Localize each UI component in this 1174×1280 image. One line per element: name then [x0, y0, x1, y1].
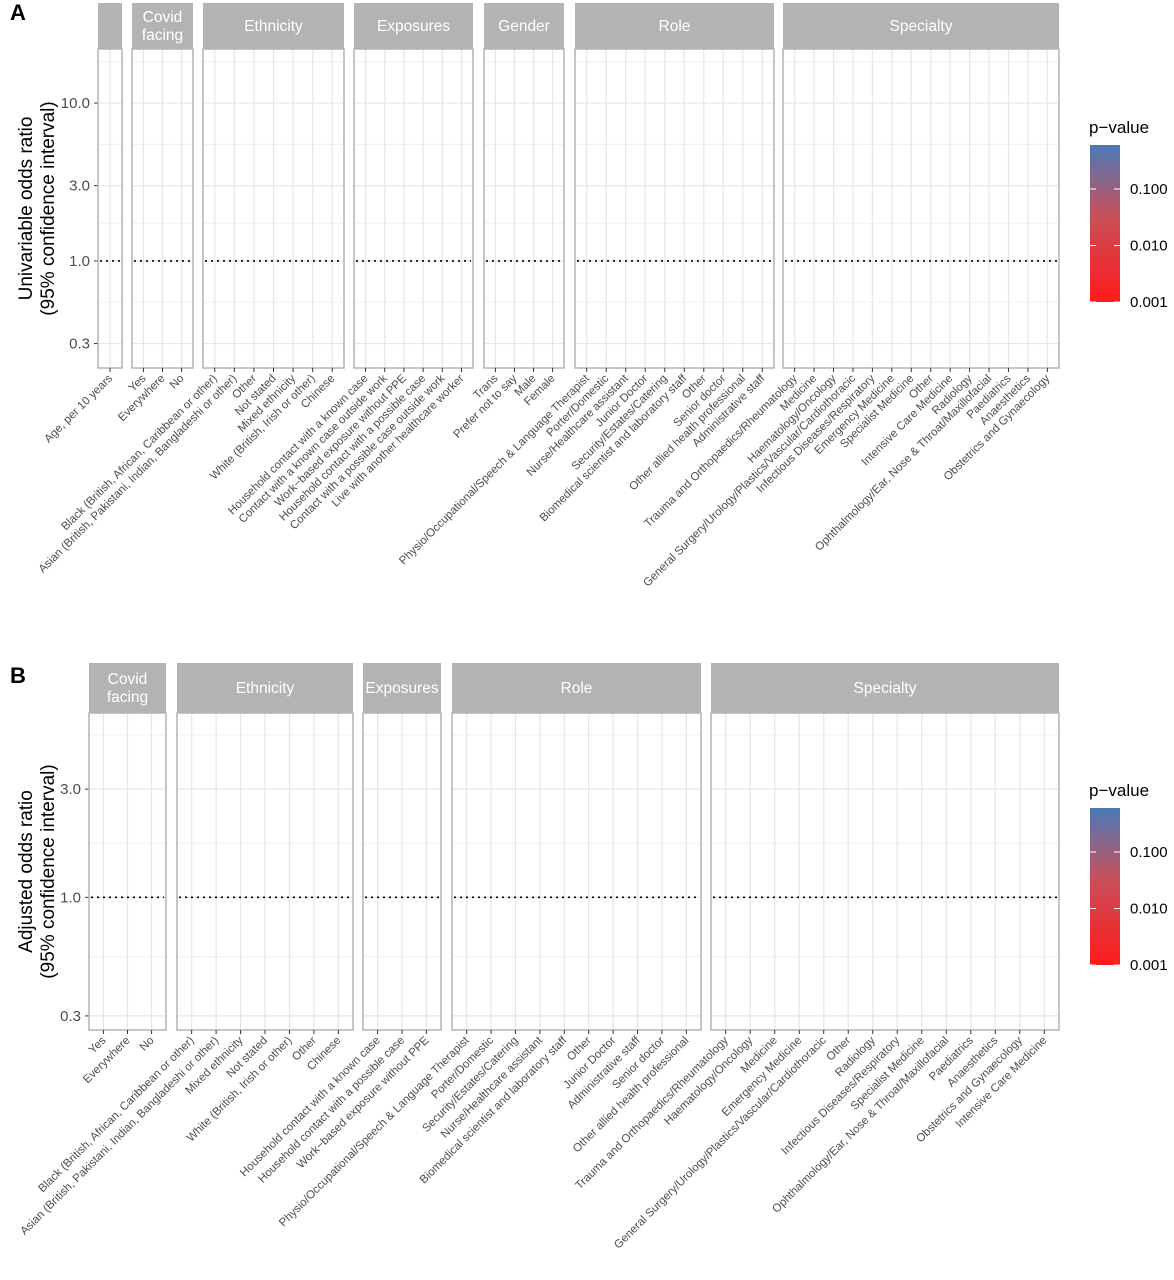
y-axis-title-line: (95% confidence interval) — [38, 764, 59, 978]
y-axis-title-line: Adjusted odds ratio — [16, 790, 37, 953]
facet-border — [483, 48, 565, 369]
y-axis-title: Univariable odds ratio(95% confidence in… — [16, 101, 59, 315]
x-tick-label: No — [168, 373, 187, 392]
y-tick-label: 0.3 — [69, 336, 90, 353]
facet-strip — [452, 663, 701, 713]
facet-strip-label: Gender — [498, 18, 550, 35]
facet-strip-label-line: Gender — [498, 18, 550, 35]
facet-strip-label-line: facing — [142, 27, 183, 44]
facet-strip-label: Covid facing — [107, 671, 148, 706]
y-tick-label: 10.0 — [61, 95, 90, 112]
facet-strip-label: Exposures — [377, 18, 450, 35]
facet-strip-label-line: Specialty — [890, 18, 953, 35]
facet-strip — [575, 3, 774, 49]
facet-strip-label-line: Role — [659, 18, 691, 35]
facet-strip — [783, 3, 1059, 49]
y-tick-label: 3.0 — [69, 178, 90, 195]
facet-plot-area — [575, 49, 774, 368]
facet-strip-label: Role — [561, 680, 593, 697]
facet-border — [451, 712, 702, 1031]
facet-strip — [132, 3, 193, 49]
facet-strip — [177, 663, 353, 713]
facet-strip-label: Ethnicity — [236, 680, 295, 697]
facet-border — [710, 712, 1060, 1031]
x-tick-label: Security/Estates/Catering — [420, 1035, 520, 1135]
facet-plot-area — [484, 49, 564, 368]
pvalue-legend: p−value 0.100 0.010 0.001 — [1089, 781, 1168, 974]
facet-plot-area — [452, 713, 701, 1030]
facet-strip — [363, 663, 441, 713]
panel-label: A — [10, 0, 26, 25]
legend-title: p−value — [1089, 781, 1149, 800]
legend-tick-label: 0.100 — [1130, 844, 1168, 861]
facet-strip-label-line: Ethnicity — [236, 680, 295, 697]
facet-strip-label: Ethnicity — [244, 18, 303, 35]
facet-strip — [711, 663, 1059, 713]
pvalue-legend: p−value 0.100 0.010 0.001 — [1089, 118, 1168, 311]
facet-strip-label-line: Specialty — [854, 680, 917, 697]
panel-label: B — [10, 663, 26, 688]
facet-strip — [98, 3, 122, 49]
x-tick-label: Age, per 10 years — [42, 372, 115, 445]
facet-strip — [89, 663, 166, 713]
panel-a: A Univariable odds ratio(95% confidence i… — [10, 0, 1168, 589]
facet-border — [353, 48, 474, 369]
facet-strip-label-line: Role — [561, 680, 593, 697]
legend-tick-label: 0.001 — [1130, 957, 1168, 974]
facet-strip-label-line: Exposures — [365, 680, 438, 697]
facet-plot-area — [711, 713, 1059, 1030]
y-tick-label: 3.0 — [60, 781, 81, 798]
legend-tick-label: 0.010 — [1130, 900, 1168, 917]
facet-plot-area — [354, 49, 473, 368]
legend-colorbar — [1090, 808, 1120, 965]
y-axis-title-line: (95% confidence interval) — [38, 101, 59, 315]
legend-colorbar — [1090, 145, 1120, 302]
facet-strip — [484, 3, 564, 49]
y-tick-label: 1.0 — [60, 889, 81, 906]
legend-tick-label: 0.001 — [1130, 294, 1168, 311]
y-axis-title-line: Univariable odds ratio — [16, 117, 37, 301]
panel-b: B Adjusted odds ratio(95% confidence inte… — [10, 663, 1168, 1251]
legend-tick-label: 0.010 — [1130, 237, 1168, 254]
legend-title: p−value — [1089, 118, 1149, 137]
y-tick-label: 0.3 — [60, 1008, 81, 1025]
facet-strip-label-line: Exposures — [377, 18, 450, 35]
facet-strip-label-line: Covid — [143, 9, 183, 26]
y-tick-label: 1.0 — [69, 253, 90, 270]
y-axis-title: Adjusted odds ratio(95% confidence inter… — [16, 764, 59, 978]
x-tick-label: No — [138, 1035, 157, 1054]
facet-strip-label-line: Ethnicity — [244, 18, 303, 35]
facet-strip — [203, 3, 344, 49]
facet-strip-label: Role — [659, 18, 691, 35]
facet-strip-label: Exposures — [365, 680, 438, 697]
facet-strip — [354, 3, 473, 49]
facet-strip-label: Covid facing — [142, 9, 183, 44]
facet-strip-label: Specialty — [854, 680, 917, 697]
legend-tick-label: 0.100 — [1130, 181, 1168, 198]
facet-border — [782, 48, 1060, 369]
facet-strip-label-line: Covid — [108, 671, 148, 688]
facet-strip-label: Specialty — [890, 18, 953, 35]
facet-border — [574, 48, 775, 369]
facet-strip-label-line: facing — [107, 689, 148, 706]
facet-plot-area — [783, 49, 1059, 368]
x-tick-label: General Surgery/Urology/Plastics/Vascula… — [641, 372, 858, 589]
